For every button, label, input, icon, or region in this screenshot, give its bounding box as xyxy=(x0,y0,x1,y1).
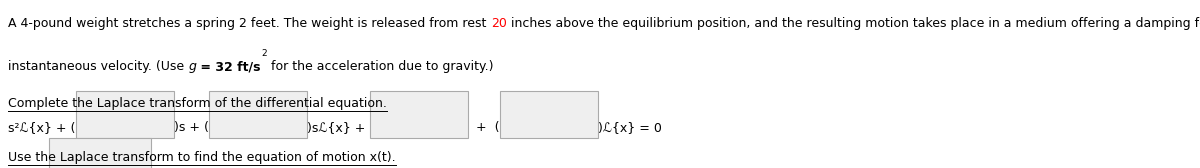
Text: 2: 2 xyxy=(260,49,266,58)
Text: 20: 20 xyxy=(491,17,506,30)
Text: Use the Laplace transform to find the equation of motion x(t).: Use the Laplace transform to find the eq… xyxy=(8,151,396,164)
Text: +  (: + ( xyxy=(468,121,499,134)
Text: g: g xyxy=(188,60,197,73)
Text: Complete the Laplace transform of the differential equation.: Complete the Laplace transform of the di… xyxy=(8,97,388,110)
Text: )s + (: )s + ( xyxy=(174,121,209,134)
Text: )ℒ{x} = 0: )ℒ{x} = 0 xyxy=(598,121,662,134)
Text: inches above the equilibrium position, and the resulting motion takes place in a: inches above the equilibrium position, a… xyxy=(506,17,1200,30)
Text: instantaneous velocity. (Use: instantaneous velocity. (Use xyxy=(8,60,188,73)
Text: )sℒ{x} +: )sℒ{x} + xyxy=(307,121,370,134)
Text: s²ℒ{x} + (: s²ℒ{x} + ( xyxy=(8,121,76,134)
Text: = 32 ft/s: = 32 ft/s xyxy=(197,60,260,73)
Text: A 4-pound weight stretches a spring 2 feet. The weight is released from rest: A 4-pound weight stretches a spring 2 fe… xyxy=(8,17,491,30)
Text: for the acceleration due to gravity.): for the acceleration due to gravity.) xyxy=(266,60,493,73)
